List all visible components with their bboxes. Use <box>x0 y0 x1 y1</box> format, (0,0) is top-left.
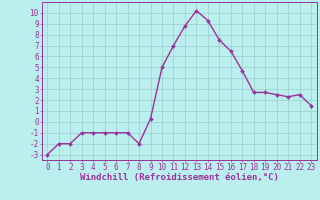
X-axis label: Windchill (Refroidissement éolien,°C): Windchill (Refroidissement éolien,°C) <box>80 173 279 182</box>
